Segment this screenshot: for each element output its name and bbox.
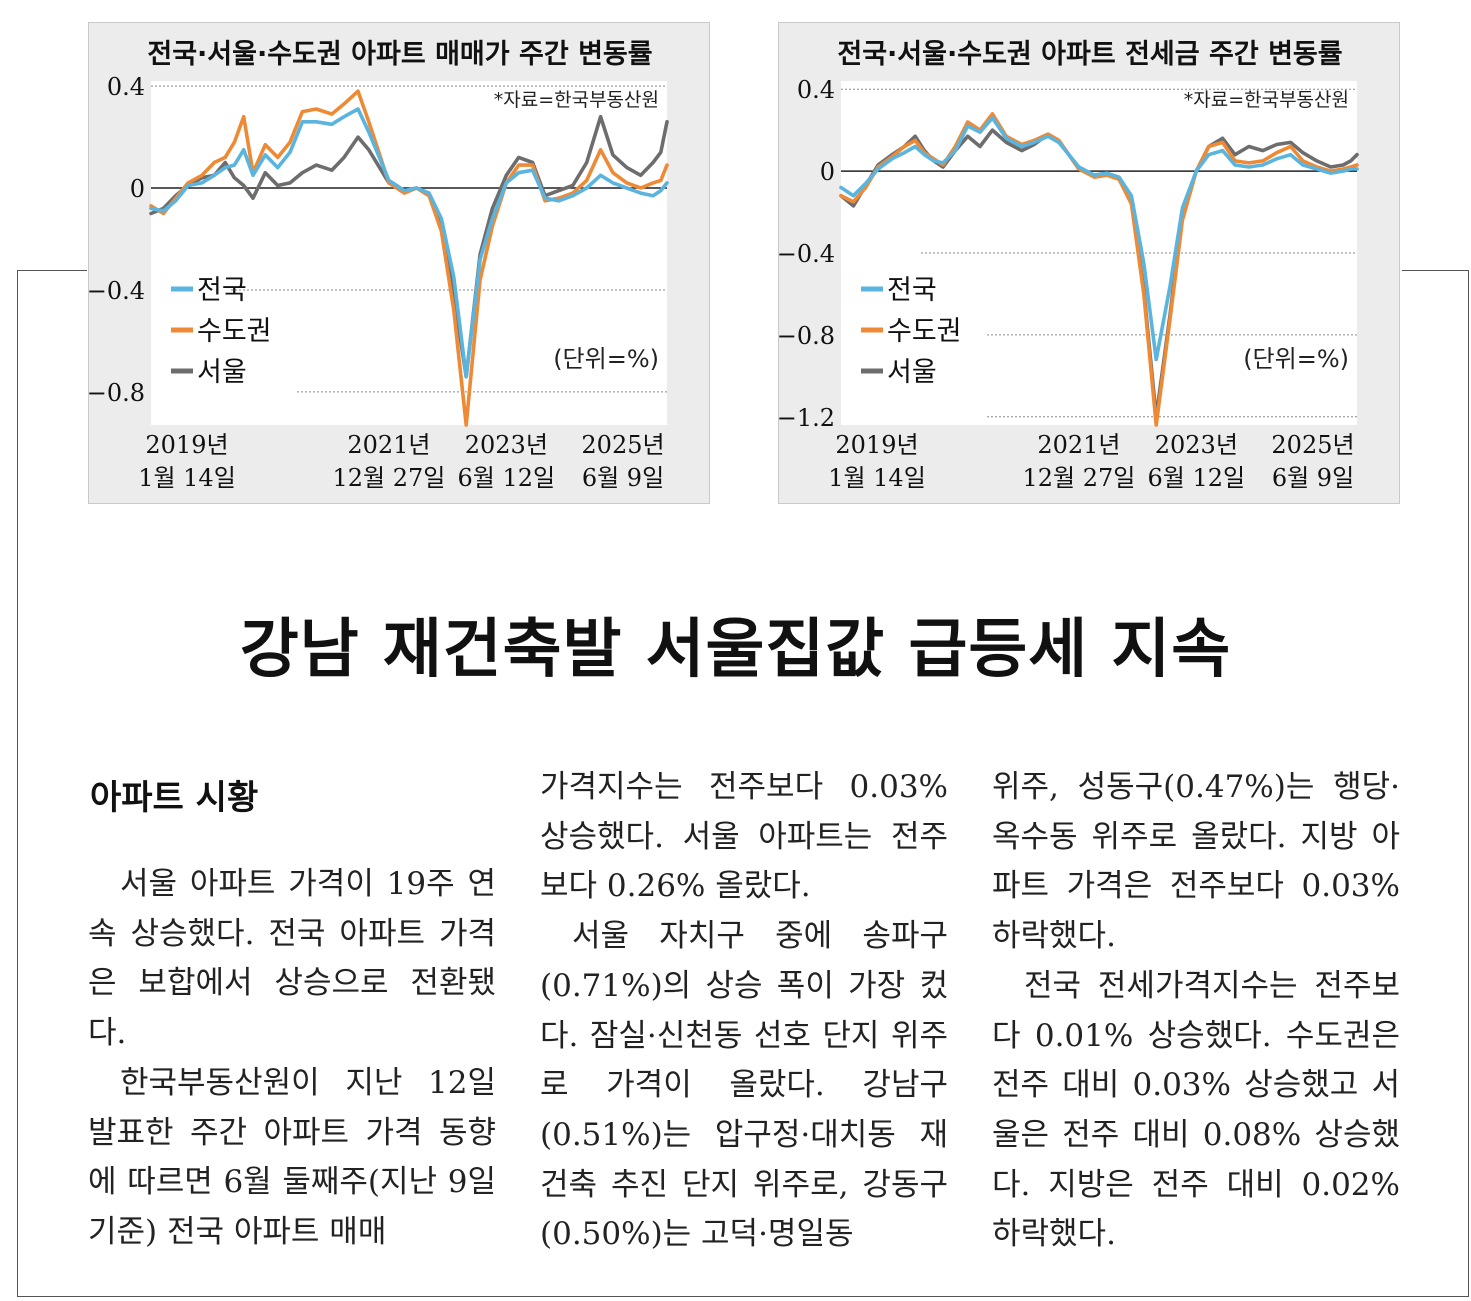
article-column-2: 가격지수는 전주보다 0.03% 상승했다. 서울 아파트는 전주보다 0.26… — [540, 763, 948, 1260]
article-column-1: 서울 아파트 가격이 19주 연속 상승했다. 전국 아파트 가격은 보합에서 … — [88, 860, 496, 1258]
x-tick-label: 6월 9일 — [582, 464, 664, 492]
legend-label-metro: 수도권 — [197, 316, 272, 347]
jeonse-price-chart: 전국·서울·수도권 아파트 전세금 주간 변동률 0.4 0 −0.4 −0.8 −1.2… — [778, 22, 1400, 504]
x-tick-label: 2025년 — [581, 431, 664, 459]
paragraph: 위주, 성동구(0.47%)는 행당·옥수동 위주로 올랐다. 지방 아파트 가… — [992, 769, 1400, 955]
x-tick-label: 2019년 — [835, 431, 918, 459]
x-tick-label: 2023년 — [1155, 431, 1238, 459]
chart-source: *자료=한국부동산원 — [494, 89, 659, 111]
x-tick-label: 2019년 — [145, 431, 228, 459]
y-tick-label: −1.2 — [779, 404, 835, 432]
x-tick-label: 2021년 — [1037, 431, 1120, 459]
chart-title: 전국·서울·수도권 아파트 매매가 주간 변동률 — [147, 39, 652, 70]
chart-title: 전국·서울·수도권 아파트 전세금 주간 변동률 — [837, 39, 1342, 70]
x-tick-label: 2025년 — [1271, 431, 1354, 459]
series-line-nation — [839, 116, 1359, 362]
frame-top-right-rule — [1402, 270, 1469, 271]
x-tick-label: 2023년 — [465, 431, 548, 459]
chart-source: *자료=한국부동산원 — [1184, 89, 1349, 111]
series-line-nation — [149, 107, 669, 379]
legend-label-nation: 전국 — [197, 275, 247, 306]
y-tick-label: 0.4 — [797, 76, 835, 104]
series-line-metro — [839, 112, 1359, 427]
y-tick-label: 0 — [130, 175, 145, 203]
chart-unit: (단위=%) — [1243, 345, 1349, 373]
y-tick-label: −0.8 — [779, 322, 835, 350]
paragraph: 가격지수는 전주보다 0.03% 상승했다. 서울 아파트는 전주보다 0.26… — [540, 769, 948, 905]
chart-unit: (단위=%) — [553, 345, 659, 373]
y-tick-label: 0.4 — [107, 73, 145, 101]
legend-label-seoul: 서울 — [887, 357, 937, 388]
legend-label-metro: 수도권 — [887, 316, 962, 347]
article-column-3: 위주, 성동구(0.47%)는 행당·옥수동 위주로 올랐다. 지방 아파트 가… — [992, 763, 1400, 1260]
y-tick-label: 0 — [820, 158, 835, 186]
paragraph: 서울 아파트 가격이 19주 연속 상승했다. 전국 아파트 가격은 보합에서 … — [88, 866, 496, 1052]
section-kicker: 아파트 시황 — [90, 778, 259, 818]
x-tick-label: 6월 12일 — [1148, 464, 1246, 492]
y-tick-label: −0.4 — [89, 277, 145, 305]
y-tick-label: −0.8 — [89, 379, 145, 407]
y-tick-label: −0.4 — [779, 240, 835, 268]
x-tick-label: 6월 9일 — [1272, 464, 1354, 492]
paragraph: 전국 전세가격지수는 전주보다 0.01% 상승했다. 수도권은 전주 대비 0… — [992, 967, 1400, 1253]
paragraph: 한국부동산원이 지난 12일 발표한 주간 아파트 가격 동향에 따르면 6월 … — [88, 1064, 496, 1250]
headline: 강남 재건축발 서울집값 급등세 지속 — [239, 612, 1232, 687]
x-tick-label: 6월 12일 — [458, 464, 556, 492]
legend-label-nation: 전국 — [887, 275, 937, 306]
x-tick-label: 12월 27일 — [332, 464, 445, 492]
x-tick-label: 1월 14일 — [138, 464, 236, 492]
paragraph: 서울 자치구 중에 송파구(0.71%)의 상승 폭이 가장 컸다. 잠실·신천… — [540, 918, 948, 1253]
frame-top-left-rule — [17, 270, 87, 271]
x-tick-label: 12월 27일 — [1022, 464, 1135, 492]
x-tick-label: 2021년 — [347, 431, 430, 459]
article-frame — [17, 270, 1469, 1297]
legend-label-seoul: 서울 — [197, 357, 247, 388]
sales-price-chart: 전국·서울·수도권 아파트 매매가 주간 변동률 0.4 0 −0.4 −0.8 *자료=… — [88, 22, 710, 504]
x-tick-label: 1월 14일 — [828, 464, 926, 492]
